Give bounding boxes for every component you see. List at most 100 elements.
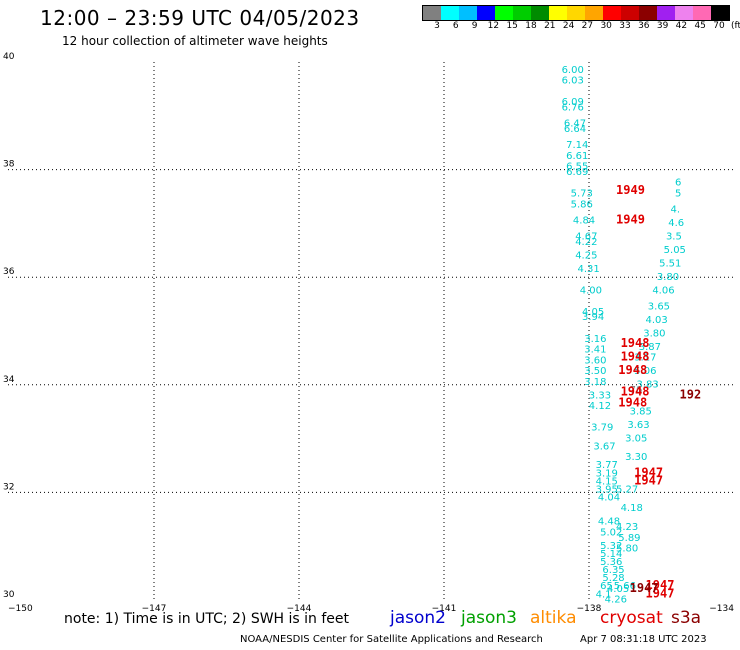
color-scale-label: 15: [506, 21, 518, 31]
wave-height-label: 5.36: [600, 557, 622, 568]
wave-height-label: 4.12: [589, 401, 611, 412]
color-swatch: [477, 6, 495, 20]
x-tick-label: −138: [577, 604, 602, 614]
color-scale-label: 36: [638, 21, 650, 31]
color-scale-label: 18: [525, 21, 537, 31]
color-scale-label: 70: [713, 21, 725, 31]
wave-height-label: 5.06: [634, 366, 656, 377]
time-label: 1948: [621, 385, 650, 399]
time-label: 1947: [634, 465, 663, 479]
color-scale-bar: [422, 5, 730, 21]
wave-height-label: 3.80: [643, 328, 665, 339]
time-label: 1948: [618, 363, 647, 377]
wave-height-label: 5.27: [616, 484, 638, 495]
color-scale-label: 33: [619, 21, 631, 31]
wave-height-label: 6.00: [562, 65, 584, 76]
wave-height-label: 3.18: [584, 377, 606, 388]
wave-height-label: 4.06: [652, 285, 674, 296]
wave-height-label: 5.73: [571, 189, 593, 200]
wave-height-label: 5.66: [614, 581, 636, 592]
chart-subtitle: 12 hour collection of altimeter wave hei…: [62, 34, 328, 48]
wave-height-label: 4.31: [577, 264, 599, 275]
credit-text: NOAA/NESDIS Center for Satellite Applica…: [240, 634, 543, 645]
wave-height-label: 5.86: [571, 199, 593, 210]
x-tick-label: −134: [709, 604, 734, 614]
wave-height-label: 76: [630, 385, 643, 396]
wave-height-label: 4.05: [607, 584, 629, 595]
color-swatch: [549, 6, 567, 20]
wave-height-label: 5.32: [600, 541, 622, 552]
time-label: 1947: [634, 473, 663, 487]
color-swatch: [531, 6, 549, 20]
time-label: 1949: [616, 212, 645, 226]
wave-height-label: 5.89: [618, 533, 640, 544]
color-swatch: [603, 6, 621, 20]
wave-height-label: 3.79: [591, 423, 613, 434]
y-tick-label: 34: [3, 375, 15, 385]
wave-height-label: 5.02: [600, 527, 622, 538]
wave-height-label: 4.1: [596, 589, 612, 600]
wave-height-label: 4.05: [582, 307, 604, 318]
y-tick-label: 40: [3, 52, 15, 62]
wave-height-label: 6.69: [566, 167, 588, 178]
color-swatch: [459, 6, 477, 20]
legend-entry-cryosat: cryosat: [600, 608, 663, 628]
wave-height-label: 5.14: [600, 549, 622, 560]
wave-height-label: 3.17: [634, 353, 656, 364]
footnote: note: 1) Time is in UTC; 2) SWH is in fe…: [64, 611, 350, 627]
wave-height-label: 3.16: [584, 334, 606, 345]
time-label: 1949: [616, 183, 645, 197]
x-tick-label: −141: [432, 604, 457, 614]
color-scale-label: 6: [452, 21, 459, 31]
color-scale-label: 39: [656, 21, 669, 31]
chart-title: 12:00 – 23:59 UTC 04/05/2023: [40, 6, 360, 30]
generated-timestamp: Apr 7 08:31:18 UTC 2023: [580, 634, 707, 645]
color-scale-label: 24: [562, 21, 575, 31]
wave-height-label: 4.6: [668, 218, 684, 229]
wave-height-label: 3.19: [596, 468, 618, 479]
wave-height-label: 4.67: [575, 232, 597, 243]
y-tick-label: 38: [3, 160, 15, 170]
wave-height-label: 4.23: [616, 522, 638, 533]
wave-height-label: 5.51: [659, 258, 681, 269]
color-swatch: [693, 6, 711, 20]
x-tick-label: −147: [142, 604, 167, 614]
time-label: 1947: [646, 578, 675, 592]
color-scale-label: 27: [581, 21, 594, 31]
wave-height-label: 65: [600, 581, 613, 592]
color-swatch: [639, 6, 657, 20]
wave-height-label: 4.26: [605, 595, 627, 606]
wave-height-label: 6.55: [566, 162, 588, 173]
legend-entry-jason3: jason3: [461, 608, 517, 628]
color-swatch: [657, 6, 675, 20]
wave-height-label: 3.33: [589, 390, 611, 401]
wave-height-label: 3.30: [625, 452, 647, 463]
wave-height-label: 7.14: [566, 140, 588, 151]
wave-height-label: 3.41: [584, 345, 606, 356]
y-tick-label: 32: [3, 482, 14, 492]
color-scale-label: 30: [600, 21, 612, 31]
color-swatch: [621, 6, 639, 20]
wave-height-label: 4.18: [621, 503, 643, 514]
color-scale-label: 45: [694, 21, 706, 31]
wave-height-label: 3.77: [596, 460, 618, 471]
wave-height-label: 3.63: [627, 420, 649, 431]
wave-height-label: 4.25: [575, 250, 597, 261]
x-tick-label: −150: [8, 604, 33, 614]
wave-height-label: 3.65: [648, 301, 670, 312]
legend-entry-altika: altika: [530, 608, 577, 628]
color-swatch: [441, 6, 459, 20]
wave-height-label: 3.67: [593, 441, 615, 452]
color-scale-label: 12: [487, 21, 500, 31]
wave-height-label: 3.87: [639, 342, 661, 353]
time-label: 1947: [646, 586, 675, 600]
time-label: 1948: [618, 395, 647, 409]
wave-height-label: 4.00: [580, 285, 602, 296]
wave-height-label: 5.28: [602, 573, 624, 584]
wave-height-label: 6.61: [566, 151, 588, 162]
wave-height-label: 3.5: [666, 232, 682, 243]
color-scale-label: 42: [675, 21, 688, 31]
time-label: 1948: [621, 350, 650, 364]
